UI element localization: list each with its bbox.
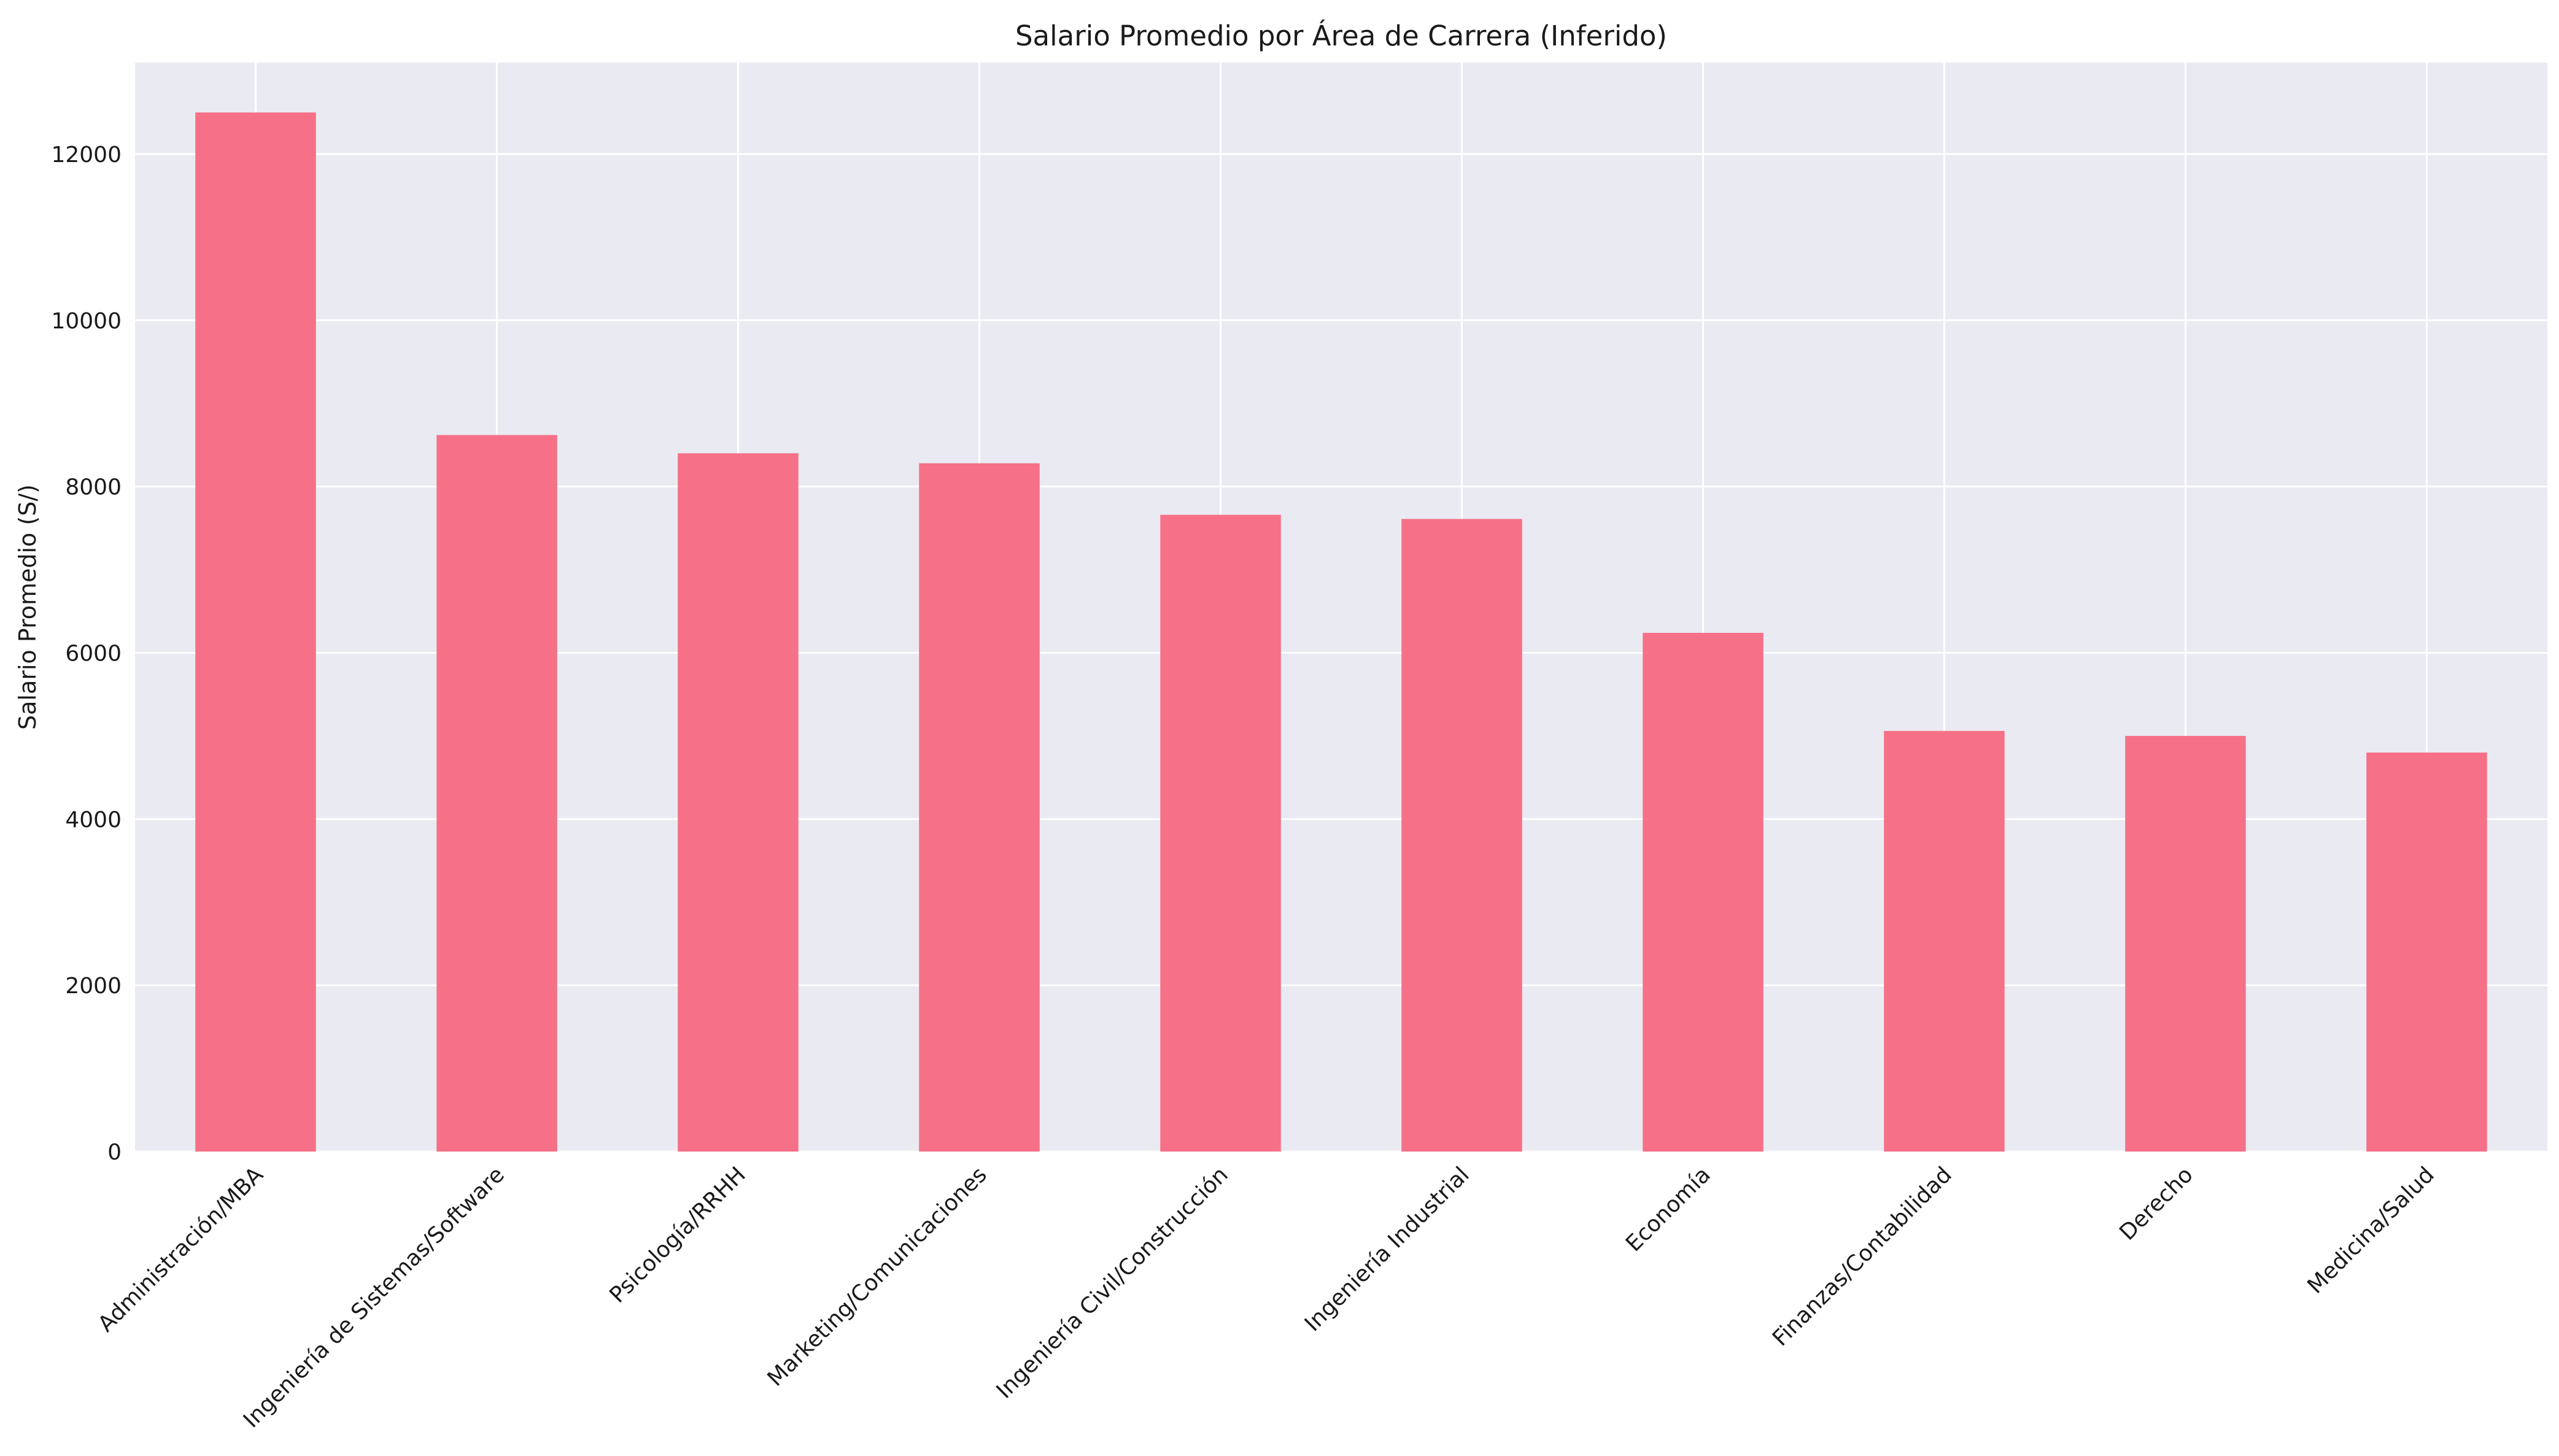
x-tick-label: Derecho	[2115, 1162, 2198, 1245]
y-tick-label: 2000	[65, 974, 122, 999]
bar	[1884, 730, 2005, 1152]
y-axis-label: Salario Promedio (S/)	[14, 484, 41, 730]
chart-title: Salario Promedio por Área de Carrera (In…	[1015, 20, 1667, 52]
bar	[436, 435, 557, 1152]
y-tick-label: 10000	[51, 309, 122, 334]
bar	[1401, 519, 1522, 1152]
x-tick-label: Ingeniería Civil/Construcción	[992, 1162, 1233, 1403]
bar	[919, 463, 1040, 1152]
bar	[2366, 752, 2487, 1152]
x-tick-label: Finanzas/Contabilidad	[1768, 1162, 1957, 1351]
bar	[1643, 632, 1763, 1152]
x-tick-label: Ingeniería de Sistemas/Software	[239, 1162, 509, 1433]
x-tick-label: Administración/MBA	[93, 1162, 268, 1337]
x-tick-label: Ingeniería Industrial	[1300, 1162, 1474, 1336]
bar	[195, 112, 316, 1152]
x-tick-label: Psicología/RRHH	[605, 1162, 751, 1308]
bar	[678, 453, 799, 1152]
y-tick-label: 4000	[65, 807, 122, 832]
y-tick-label: 0	[107, 1140, 122, 1165]
x-tick-label: Economía	[1621, 1162, 1716, 1257]
bars	[195, 112, 2487, 1152]
y-axis-ticks: 0 2000 4000 6000 8000 10000 12000	[51, 142, 122, 1165]
bar	[2125, 735, 2246, 1152]
y-tick-label: 6000	[65, 641, 122, 666]
x-tick-label: Marketing/Comunicaciones	[763, 1162, 992, 1391]
y-tick-label: 8000	[65, 475, 122, 500]
y-tick-label: 12000	[51, 142, 122, 168]
x-tick-label: Medicina/Salud	[2303, 1162, 2439, 1298]
bar	[1160, 514, 1281, 1152]
